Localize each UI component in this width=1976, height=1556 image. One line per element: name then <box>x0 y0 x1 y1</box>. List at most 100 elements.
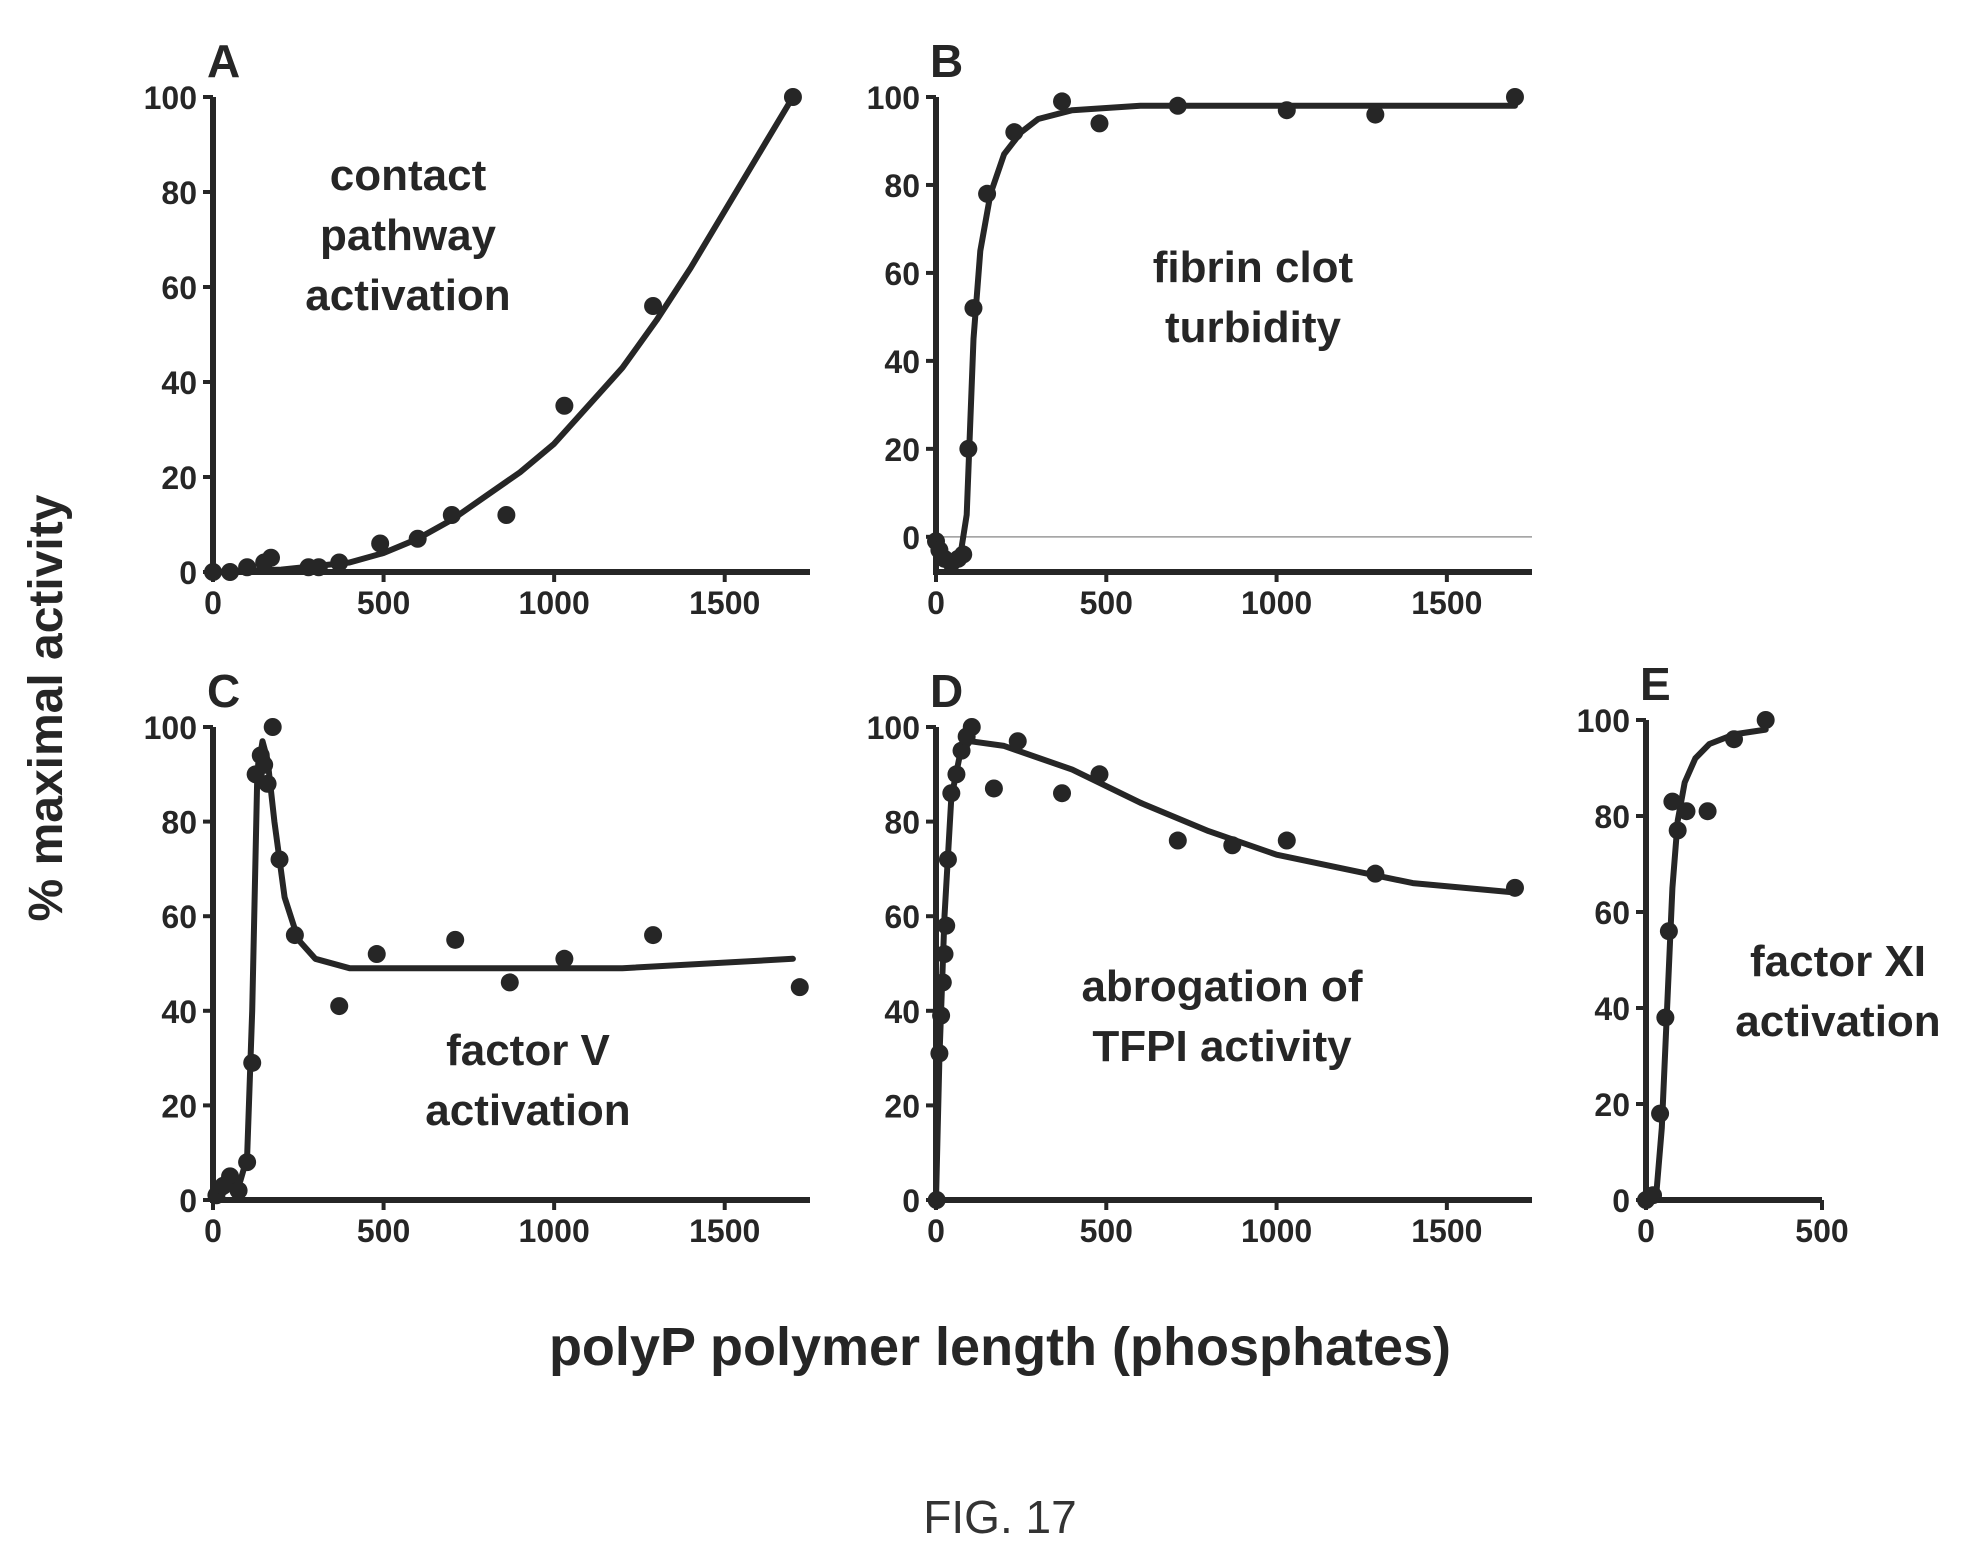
panel-a-data-point <box>371 534 390 553</box>
panel-d-data-point <box>947 765 966 784</box>
panel-a-data-point <box>221 563 240 581</box>
panel-a-ytick-label: 20 <box>161 460 197 496</box>
panel-d-ytick-label: 60 <box>884 899 920 935</box>
panel-c-data-point <box>258 774 277 793</box>
panel-e-data-point <box>1698 802 1717 821</box>
panel-a-xtick-label: 1500 <box>689 585 760 621</box>
panel-c-data-point <box>644 926 663 945</box>
panel-d-data-point <box>962 718 981 736</box>
panel-a-data-point <box>442 506 461 524</box>
panel-c-ytick-label: 40 <box>161 994 197 1030</box>
panel-e-ytick-label: 60 <box>1594 895 1630 931</box>
panel-e-fit-line <box>1643 726 1769 1203</box>
panel-a-ytick-label: 80 <box>161 175 197 211</box>
panel-c-data-point <box>221 1167 240 1186</box>
panel-b-ytick-label: 0 <box>902 520 920 556</box>
panel-b-ytick-label: 40 <box>884 344 920 380</box>
panel-c-ytick-label: 60 <box>161 899 197 935</box>
panel-e-xtick-label: 500 <box>1795 1213 1848 1249</box>
panel-b-letter: B <box>930 35 963 87</box>
panel-b-annotation: turbidity <box>1165 303 1342 352</box>
panel-c-data-point <box>330 997 349 1016</box>
panel-d-xtick-label: 500 <box>1080 1213 1133 1249</box>
panel-c-data-point <box>243 1053 262 1072</box>
panel-c-ytick-label: 0 <box>179 1183 197 1219</box>
panel-d-data-point <box>1366 864 1385 883</box>
panel-c-data-point <box>790 978 809 997</box>
panel-e-data-point <box>1663 792 1682 811</box>
panel-e-data-point <box>1656 1008 1675 1027</box>
panel-c-annotation: activation <box>425 1086 630 1135</box>
panel-b-xtick-label: 1500 <box>1411 585 1482 621</box>
panel-a-data-point <box>555 396 574 415</box>
panel-b-data-point <box>1505 88 1524 106</box>
panel-b-data-point <box>954 545 973 564</box>
panel-d-data-point <box>1168 831 1187 850</box>
panel-c-data-point <box>500 973 519 992</box>
panel-d-xtick-label: 1500 <box>1411 1213 1482 1249</box>
panel-a-data-point <box>204 563 222 581</box>
panel-c-data-point <box>238 1153 257 1172</box>
panel-a-data-point <box>330 553 349 572</box>
panel-b-ytick-label: 100 <box>867 80 920 116</box>
panel-d-data-point <box>1223 836 1242 855</box>
panel-d-data-point <box>930 1044 949 1063</box>
panel-d-data-point <box>1277 831 1296 850</box>
panel-d-ytick-label: 20 <box>884 1088 920 1124</box>
panel-b-xtick-label: 1000 <box>1241 585 1312 621</box>
panel-e-data-point <box>1756 711 1775 729</box>
panel-b-ytick-label: 80 <box>884 168 920 204</box>
panel-d-data-point <box>937 916 956 935</box>
panel-b-ytick-label: 60 <box>884 256 920 292</box>
panel-c-data-point <box>255 755 274 774</box>
panel-c-ytick-label: 100 <box>144 710 197 746</box>
panel-e-xtick-label: 0 <box>1637 1213 1655 1249</box>
panel-d-data-point <box>938 850 957 869</box>
panel-d-annotation: TFPI activity <box>1092 1022 1352 1071</box>
panel-a-ytick-label: 0 <box>179 555 197 591</box>
panel-e-data-point <box>1725 730 1743 749</box>
panel-a-xtick-label: 500 <box>357 585 410 621</box>
panel-c-letter: C <box>207 665 240 717</box>
panel-b-ytick-label: 20 <box>884 432 920 468</box>
panel-d-data-point <box>933 973 952 992</box>
panel-b-data-point <box>964 299 983 318</box>
panel-c-data-point <box>446 930 465 949</box>
panel-c-fit-line <box>210 738 796 1203</box>
panel-d-annotation: abrogation of <box>1081 962 1362 1011</box>
panel-c-xtick-label: 0 <box>204 1213 222 1249</box>
panel-b-data-point <box>1366 105 1385 124</box>
panel-e-annotation: factor XI <box>1750 937 1926 986</box>
panel-d-data-point <box>984 779 1003 798</box>
panel-d-data-point <box>952 741 971 760</box>
y-axis-label: % maximal activity <box>20 494 73 921</box>
panel-a-ytick-label: 60 <box>161 270 197 306</box>
panel-d-ytick-label: 0 <box>902 1183 920 1219</box>
figure-caption: FIG. 17 <box>923 1491 1076 1543</box>
panel-e-data-point <box>1659 922 1678 941</box>
panel-b-xtick-label: 500 <box>1080 585 1133 621</box>
panel-b-data-point <box>1277 101 1296 120</box>
panel-c-data-point <box>263 718 282 736</box>
panel-a-data-point <box>238 558 257 577</box>
panel-a-fit-line <box>210 94 796 575</box>
x-axis-label: polyP polymer length (phosphates) <box>549 1317 1451 1377</box>
panel-c-data-point <box>270 850 289 869</box>
panel-a-letter: A <box>207 35 240 87</box>
panel-e-letter: E <box>1640 658 1671 710</box>
panel-a-data-point <box>644 297 663 315</box>
panel-a-data-point <box>783 88 802 106</box>
panel-c-data-point <box>367 945 386 964</box>
panel-c-data-point <box>555 949 574 968</box>
panel-a-annotation: contact <box>330 151 487 200</box>
panel-a-data-point <box>309 558 328 577</box>
panel-e-data-point <box>1668 821 1687 840</box>
panel-d-ytick-label: 80 <box>884 805 920 841</box>
panel-a-annotation: pathway <box>320 211 497 260</box>
panel-c-data-point <box>285 926 304 945</box>
panel-d-xtick-label: 0 <box>927 1213 945 1249</box>
